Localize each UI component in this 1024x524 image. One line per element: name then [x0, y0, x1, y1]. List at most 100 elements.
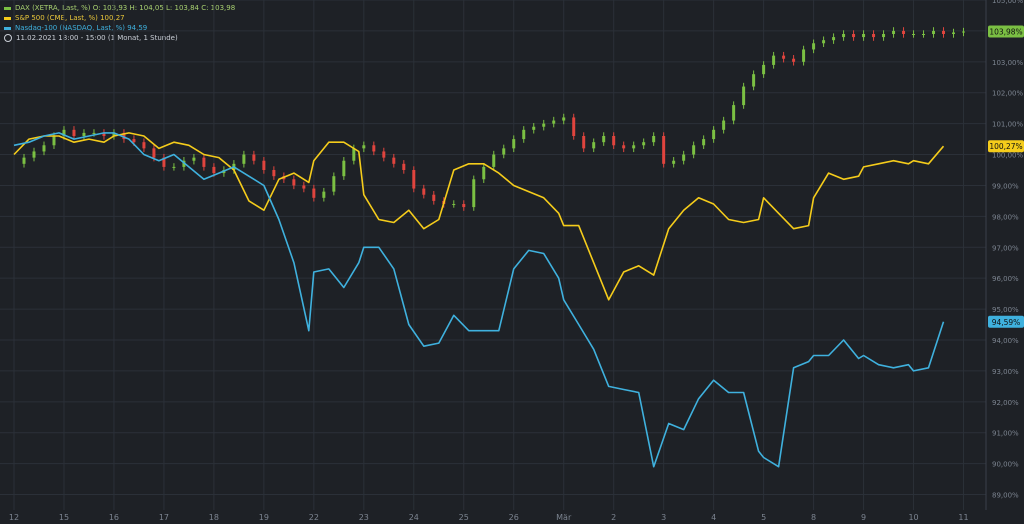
- dax-candle: [792, 58, 796, 62]
- dax-candle: [732, 105, 736, 121]
- legend-item-dax[interactable]: DAX (XETRA, Last, %) O: 103,93 H: 104,05…: [4, 3, 235, 13]
- legend-item-sp500[interactable]: S&P 500 (CME, Last, %) 100,27: [4, 13, 235, 23]
- y-tick-label: 92,00%: [992, 399, 1019, 407]
- y-tick-label: 94,00%: [992, 337, 1019, 345]
- x-tick-label: 9: [861, 513, 866, 522]
- dax-candle: [452, 204, 456, 205]
- dax-candle: [622, 145, 626, 149]
- dax-candle: [22, 157, 26, 164]
- x-tick-label: Mär: [556, 513, 572, 522]
- y-tick-label: 103,00%: [992, 59, 1023, 67]
- dax-candle: [582, 136, 586, 149]
- x-tick-label: 3: [661, 513, 666, 522]
- chart-legend: DAX (XETRA, Last, %) O: 103,93 H: 104,05…: [4, 3, 235, 43]
- y-tick-label: 93,00%: [992, 368, 1019, 376]
- x-tick-label: 4: [711, 513, 716, 522]
- dax-candle: [922, 34, 926, 35]
- sp-line: [13, 132, 945, 301]
- dax-candle: [262, 160, 266, 170]
- dax-candle: [712, 129, 716, 140]
- x-tick-label: 17: [159, 513, 169, 522]
- dax-candle: [162, 157, 166, 167]
- y-tick-label: 96,00%: [992, 275, 1019, 283]
- dax-candle: [692, 145, 696, 155]
- dax-candle: [42, 145, 46, 152]
- dax-candle: [212, 166, 216, 174]
- dax-candle: [522, 129, 526, 140]
- y-tick-label: 91,00%: [992, 430, 1019, 438]
- x-tick-label: 2: [611, 513, 616, 522]
- dax-candle: [842, 34, 846, 38]
- dax-candle: [742, 86, 746, 106]
- y-tick-label: 95,00%: [992, 306, 1019, 314]
- y-tick-label: 102,00%: [992, 90, 1023, 98]
- dax-candle: [432, 194, 436, 201]
- dax-last-value-label: 103,98%: [989, 28, 1022, 37]
- dax-candle: [62, 129, 66, 136]
- dax-candle: [832, 37, 836, 41]
- dax-candle: [302, 185, 306, 189]
- dax-candle: [612, 136, 616, 146]
- dax-candle: [762, 64, 766, 75]
- dax-candle: [82, 132, 86, 136]
- dax-candle: [602, 136, 606, 143]
- dax-candle: [932, 30, 936, 34]
- dax-candle: [172, 166, 176, 168]
- dax-candle: [892, 30, 896, 34]
- dax-candle: [362, 145, 366, 149]
- dax-candle: [32, 151, 36, 158]
- dax-candle: [872, 34, 876, 38]
- dax-candle: [382, 151, 386, 158]
- dax-candle: [192, 157, 196, 161]
- x-tick-label: 22: [309, 513, 319, 522]
- dax-candle: [92, 132, 96, 134]
- y-tick-label: 100,00%: [992, 152, 1023, 160]
- dax-candle: [682, 154, 686, 161]
- x-tick-label: 25: [459, 513, 469, 522]
- dax-candle: [512, 139, 516, 149]
- dax-candle: [542, 123, 546, 127]
- y-tick-label: 97,00%: [992, 244, 1019, 252]
- dax-candle: [822, 40, 826, 44]
- nasdaq-legend-swatch: [4, 26, 11, 30]
- legend-item-nasdaq[interactable]: Nasdaq-100 (NASDAQ, Last, %) 94,59: [4, 23, 235, 33]
- y-tick-label: 105,00%: [992, 0, 1023, 5]
- legend-period: 11.02.2021 18:00 - 15:00 (1 Monat, 1 Stu…: [4, 33, 235, 43]
- dax-candle: [102, 132, 106, 136]
- dax-candle: [532, 126, 536, 130]
- dax-candle: [332, 176, 336, 192]
- dax-candle: [942, 30, 946, 34]
- dax-candle: [592, 142, 596, 149]
- dax-candle: [402, 163, 406, 170]
- dax-candle: [182, 160, 186, 167]
- dax-candle: [132, 139, 136, 143]
- x-tick-label: 23: [359, 513, 369, 522]
- x-tick-label: 5: [761, 513, 766, 522]
- dax-candle: [352, 148, 356, 161]
- y-tick-label: 101,00%: [992, 121, 1023, 129]
- dax-candle: [482, 166, 486, 180]
- x-tick-label: 16: [109, 513, 119, 522]
- dax-candle: [342, 160, 346, 177]
- dax-candle: [392, 157, 396, 164]
- dax-candle: [812, 43, 816, 50]
- x-tick-label: 26: [509, 513, 519, 522]
- legend-dax-text: DAX (XETRA, Last, %) O: 103,93 H: 104,05…: [15, 4, 236, 12]
- dax-candle: [562, 117, 566, 121]
- legend-nasdaq-text: Nasdaq-100 (NASDAQ, Last, %) 94,59: [15, 24, 148, 32]
- x-tick-label: 15: [59, 513, 69, 522]
- dax-candle: [72, 129, 76, 136]
- x-tick-label: 10: [908, 513, 918, 522]
- sp500-legend-swatch: [4, 16, 11, 20]
- dax-candle: [142, 142, 146, 149]
- dax-candle: [902, 30, 906, 34]
- dax-candle: [952, 32, 956, 34]
- dax-candle: [722, 120, 726, 130]
- x-tick-label: 24: [409, 513, 419, 522]
- dax-candle: [272, 170, 276, 177]
- dax-candle: [122, 132, 126, 140]
- dax-candle: [552, 120, 556, 124]
- dax-candle: [462, 204, 466, 208]
- dax-candle: [802, 49, 806, 62]
